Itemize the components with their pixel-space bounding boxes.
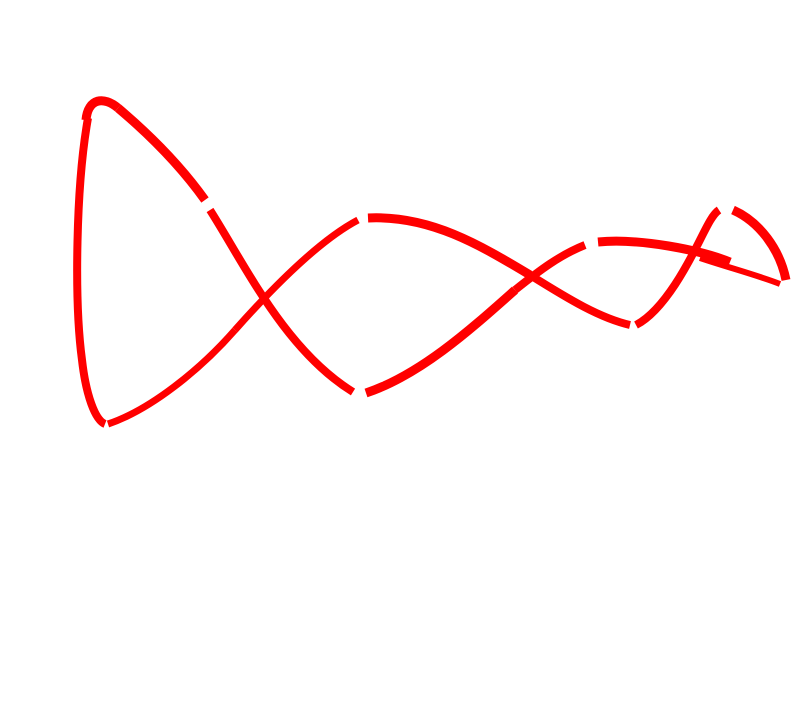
curve-segment-middle-lower xyxy=(364,286,518,398)
curve-segment-middle-upper-2 xyxy=(527,271,631,329)
curve-segment-right-peak xyxy=(731,205,791,281)
curve-segment-left-top-arc xyxy=(81,96,121,121)
curve-segment-left-descending xyxy=(115,104,209,203)
curve-segment-left-descending-2 xyxy=(206,207,356,396)
curve-segment-right-upper xyxy=(597,236,732,267)
curve-segment-middle-lower-2 xyxy=(512,241,587,294)
curve-segment-left-side xyxy=(73,117,108,428)
curve-segment-right-upper-2 xyxy=(699,255,782,287)
curve-segment-middle-upper xyxy=(367,213,533,279)
curve-segment-right-rise xyxy=(633,206,722,329)
curve-segment-left-ascending xyxy=(232,216,360,333)
curve-segment-left-bottom xyxy=(106,327,238,428)
